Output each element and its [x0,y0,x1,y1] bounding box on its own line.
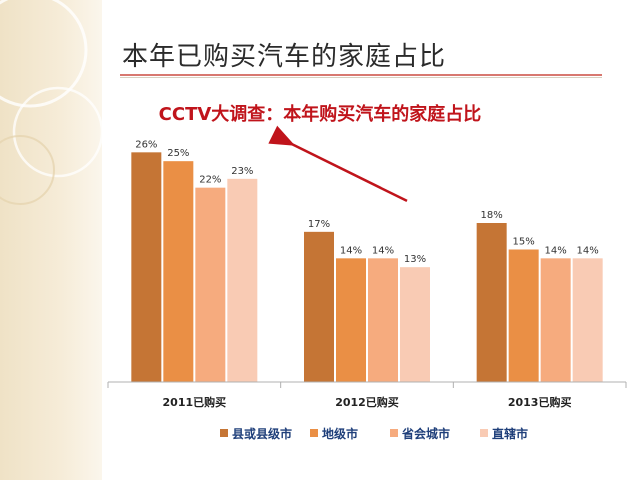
bar-0-2 [195,187,226,382]
bar-2-0 [476,223,507,382]
data-label: 15% [513,237,535,248]
x-tick-label: 2012已购买 [335,395,399,409]
data-label: 18% [481,210,503,221]
decorative-left-band [0,0,102,480]
legend-label: 省会城市 [401,426,450,441]
data-label: 22% [199,175,221,186]
legend-swatch [220,429,228,437]
bar-0-0 [131,152,162,382]
decorative-circles [0,0,102,205]
data-label: 17% [308,219,330,230]
legend-label: 地级市 [322,426,358,441]
title-underline [120,74,602,76]
legend-label: 县或县级市 [232,426,292,441]
legend-swatch [390,429,398,437]
data-label: 14% [340,245,362,256]
bar-2-1 [508,249,539,382]
data-label: 13% [404,254,426,265]
bar-2-2 [540,258,571,382]
data-label: 14% [577,245,599,256]
data-label: 23% [231,166,253,177]
data-label: 25% [167,148,189,159]
bar-1-1 [336,258,366,382]
x-tick-label: 2013已购买 [508,395,572,409]
legend-swatch [310,429,318,437]
trend-arrow [268,125,408,203]
legend-label: 直辖市 [492,426,528,441]
data-label: 14% [545,245,567,256]
x-tick-label: 2011已购买 [163,395,227,409]
title-underline-secondary [120,77,602,78]
slide-title: 本年已购买汽车的家庭占比 [122,42,447,72]
legend-swatch [480,429,488,437]
data-label: 26% [135,139,157,150]
bar-1-2 [368,258,398,382]
bar-0-3 [227,178,258,382]
data-label: 14% [372,245,394,256]
bar-2-3 [572,258,603,382]
bar-1-3 [400,267,430,382]
bar-0-1 [163,161,194,382]
bar-1-0 [304,231,334,382]
chart-title: CCTV大调查：本年购买汽车的家庭占比 [158,104,482,125]
